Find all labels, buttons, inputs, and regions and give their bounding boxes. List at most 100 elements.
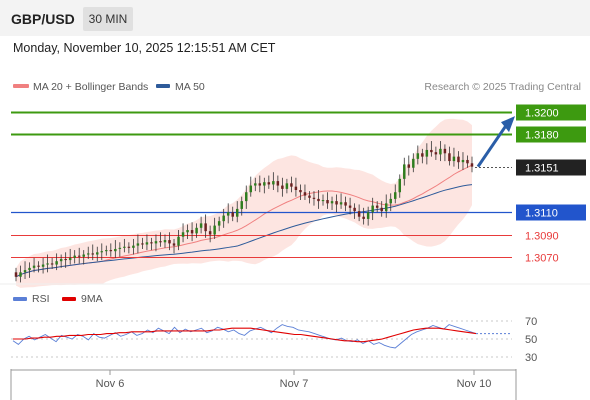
candle-body (344, 202, 347, 206)
candle-body (73, 255, 76, 258)
candle-body (150, 242, 153, 244)
candle-body (281, 185, 284, 189)
candle-body (272, 181, 275, 185)
candle-body (443, 148, 447, 154)
bollinger-band-area (16, 118, 472, 288)
candle-body (430, 149, 433, 153)
ma20-legend-label: MA 20 + Bollinger Bands (33, 81, 148, 93)
candle-body (82, 254, 85, 257)
level-tag-1.3090: 1.3090 (525, 231, 559, 243)
candlesticks (14, 141, 474, 283)
candle-body (240, 201, 243, 209)
candle-body (398, 178, 402, 193)
candle-body (425, 149, 429, 157)
candle-body (91, 253, 94, 255)
candle-body (412, 158, 415, 168)
candle-body (254, 183, 257, 186)
candle-body (407, 164, 411, 168)
candle-body (181, 232, 185, 237)
moving-averages (15, 164, 473, 278)
candle-body (353, 207, 356, 212)
rsi9ma-legend-swatch (62, 297, 76, 301)
price-tags: 1.3200 1.3180 1.3151 1.3110 1.3090 1.3070 (516, 104, 586, 265)
candle-body (308, 195, 311, 198)
candle-body (294, 186, 298, 190)
rsi-line (12, 324, 477, 349)
candle-body (226, 212, 230, 216)
candle-body (41, 264, 45, 267)
candle-body (195, 227, 198, 234)
candle-body (217, 221, 221, 226)
rsi-tick-70: 70 (525, 316, 537, 328)
candle-body (23, 270, 27, 273)
candle-body (389, 198, 392, 204)
candle-body (222, 215, 225, 222)
candle-body (114, 248, 117, 252)
candle-body (384, 203, 388, 212)
candle-body (37, 265, 40, 267)
chart-datetime: Monday, November 10, 2025 12:15:51 AM CE… (13, 41, 276, 55)
candle-body (154, 241, 158, 244)
level-tag-bg-1.3200 (516, 104, 586, 121)
level-tag-1.3110: 1.3110 (525, 208, 558, 220)
candle-body (245, 192, 248, 202)
candle-body (285, 183, 289, 189)
candle-body (263, 182, 266, 186)
candle-body (249, 185, 253, 193)
candle-body (416, 153, 420, 159)
candle-body (46, 263, 49, 265)
candle-body (258, 183, 262, 186)
candle-body (321, 200, 325, 202)
candle-body (326, 200, 329, 204)
ma20-legend-swatch (13, 84, 29, 88)
candle-body (421, 153, 424, 157)
level-tag-bg-1.3180 (516, 126, 586, 143)
candle-body (348, 205, 352, 208)
forecast-arrow (476, 116, 515, 168)
price-levels (11, 111, 512, 258)
candle-body (380, 207, 383, 212)
candle-body (118, 247, 122, 249)
candle-body (362, 216, 365, 219)
level-tag-1.3180: 1.3180 (525, 130, 559, 142)
candle-body (14, 272, 18, 277)
candle-body (86, 253, 90, 255)
candle-body (132, 245, 135, 248)
rsi-tick-50: 50 (525, 334, 537, 346)
level-tag-bg-1.3110 (516, 204, 586, 221)
candle-body (330, 201, 334, 204)
candle-body (290, 183, 293, 187)
candle-body (172, 243, 176, 246)
candle-body (466, 159, 469, 164)
candle-body (461, 159, 465, 163)
candle-body (394, 192, 397, 199)
candle-body (127, 246, 131, 248)
candle-body (371, 205, 374, 213)
rsi-panel: 70 50 30 (11, 316, 537, 364)
bollinger-bands (16, 118, 472, 288)
candle-body (64, 258, 67, 261)
candle-body (159, 241, 162, 243)
rsi-tick-30: 30 (525, 352, 537, 364)
timeframe-button[interactable]: 30 MIN (83, 7, 133, 31)
candle-body (28, 267, 31, 271)
candle-body (96, 252, 99, 255)
ma50-legend-label: MA 50 (175, 81, 205, 93)
instrument-title: GBP/USD (11, 11, 75, 27)
ma50-legend-swatch (156, 84, 170, 88)
candle-body (199, 223, 203, 228)
candle-body (55, 261, 58, 265)
candle-body (19, 272, 22, 277)
last-price-tag (516, 159, 586, 176)
candle-body (136, 243, 140, 246)
candle-body (335, 201, 338, 205)
candle-body (235, 208, 239, 217)
rsi-legend-swatch (13, 297, 27, 301)
candle-body (190, 230, 194, 234)
candle-body (123, 246, 126, 248)
candle-body (366, 212, 370, 219)
forecast-arrow-shaft (476, 123, 509, 168)
candle-body (213, 225, 216, 235)
candle-body (100, 251, 104, 253)
